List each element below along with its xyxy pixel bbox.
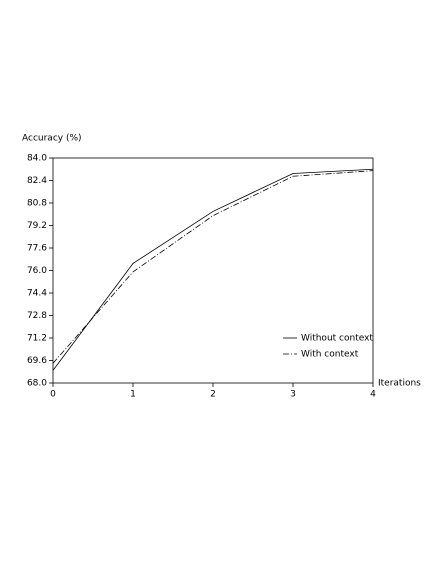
y-axis-label: Accuracy (%) (22, 134, 82, 144)
y-tick-label: 76.0 (27, 266, 47, 276)
x-tick-label: 4 (370, 390, 376, 400)
y-tick-label: 71.2 (27, 334, 47, 344)
y-tick-label: 77.6 (27, 244, 47, 254)
line-series (52, 168, 374, 371)
x-tick-label: 1 (130, 390, 136, 400)
y-tick-label: 79.2 (27, 221, 47, 231)
legend-label: With context (301, 350, 359, 360)
y-tick-label: 74.4 (27, 289, 47, 299)
line-series (52, 170, 374, 364)
y-tick-label: 72.8 (27, 311, 47, 321)
x-axis-label: Iterations (378, 379, 421, 389)
legend-label: Without context (301, 334, 373, 344)
y-tick-label: 80.8 (27, 199, 47, 209)
y-tick-label: 68.0 (27, 379, 47, 389)
y-tick-label: 69.6 (27, 356, 47, 366)
x-tick-label: 0 (50, 390, 56, 400)
x-tick-label: 3 (290, 390, 296, 400)
y-tick-label: 84.0 (27, 154, 47, 164)
x-tick-label: 2 (210, 390, 216, 400)
y-tick-label: 82.4 (27, 176, 47, 186)
